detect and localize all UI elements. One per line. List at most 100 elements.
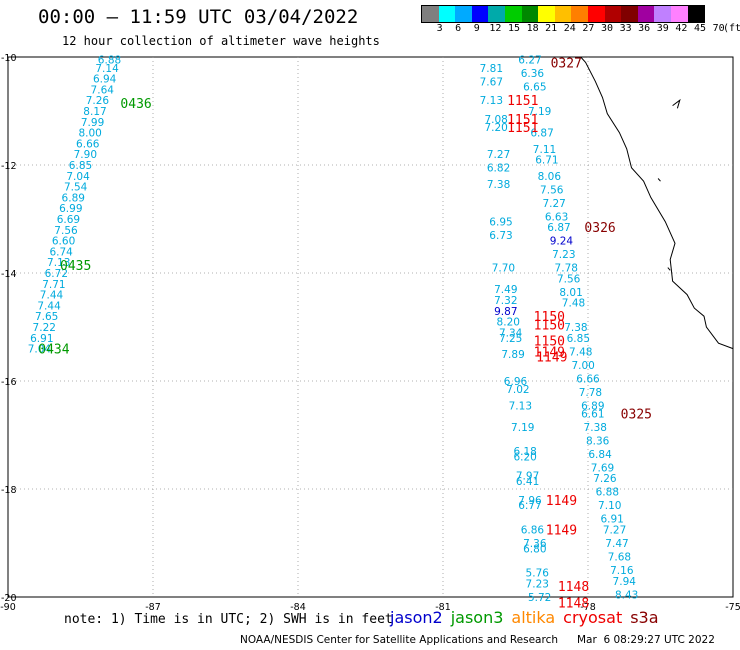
page-title: 00:00 – 11:59 UTC 03/04/2022 xyxy=(38,6,359,28)
wave-height-label: 6.94 xyxy=(93,74,117,86)
scale-tick-label: 42 xyxy=(675,23,688,34)
wave-height-label: 7.38 xyxy=(487,179,510,191)
x-tick-label: -90 xyxy=(0,602,16,613)
scale-tick-label: 30 xyxy=(600,23,614,34)
wave-height-label: 6.84 xyxy=(588,449,612,461)
wave-height-label: 7.34 xyxy=(499,327,523,339)
y-tick-label: -16 xyxy=(1,377,17,388)
scale-tick-label: 15 xyxy=(507,23,521,34)
wave-height-label: 6.27 xyxy=(518,55,541,67)
wave-height-label: 7.97 xyxy=(516,471,539,483)
scale-swatch xyxy=(504,6,522,22)
island xyxy=(667,267,671,271)
wave-height-label: 8.20 xyxy=(497,317,520,329)
wave-height-label: 6.86 xyxy=(521,525,545,537)
scale-swatch xyxy=(455,6,472,22)
scale-tick-label: 6 xyxy=(455,23,462,34)
wave-height-label: 6.96 xyxy=(504,376,528,388)
wave-height-label: 7.23 xyxy=(526,579,549,591)
wave-height-label: 7.71 xyxy=(42,279,65,291)
wave-height-label: 7.65 xyxy=(35,311,58,323)
wave-height-label: 6.20 xyxy=(513,452,536,464)
wave-height-label: 7.08 xyxy=(484,114,507,126)
wave-height-label: 6.74 xyxy=(49,246,73,258)
wave-height-label: 7.89 xyxy=(501,349,524,361)
wave-height-label: 7.56 xyxy=(540,184,564,196)
credit-line: NOAA/NESDIS Center for Satellite Applica… xyxy=(240,634,558,646)
scale-swatch xyxy=(438,6,456,22)
scale-swatch xyxy=(654,6,671,22)
scale-swatch xyxy=(554,6,572,22)
scale-swatch xyxy=(571,6,588,22)
wave-height-label: 7.00 xyxy=(571,360,594,372)
wave-height-label: 8.06 xyxy=(538,171,562,183)
wave-height-label: 6.82 xyxy=(487,163,510,175)
wave-height-label: 7.11 xyxy=(533,144,556,156)
y-tick-label: -14 xyxy=(1,269,17,280)
wave-height-label: 7.20 xyxy=(484,122,507,134)
wave-height-label: 7.47 xyxy=(605,538,628,550)
page-subtitle: 12 hour collection of altimeter wave hei… xyxy=(62,34,380,48)
wave-height-label: 6.89 xyxy=(62,192,85,204)
color-scale-unit: (ft) xyxy=(723,23,740,34)
wave-height-label: 7.10 xyxy=(598,500,621,512)
wave-height-label: 7.22 xyxy=(33,322,56,334)
wave-height-label: 8.00 xyxy=(78,128,101,140)
plot-frame xyxy=(7,56,734,598)
y-tick-label: -10 xyxy=(1,53,17,64)
scale-tick-label: 45 xyxy=(693,23,707,34)
pass-time-label: 1150 xyxy=(534,310,565,325)
wave-height-label: 7.36 xyxy=(523,538,547,550)
wave-height-label: 5.76 xyxy=(526,568,550,580)
pass-time-label: 0436 xyxy=(120,97,151,112)
wave-height-label: 7.64 xyxy=(91,84,115,96)
x-tick-label: -75 xyxy=(725,602,740,613)
wave-height-label: 6.66 xyxy=(76,138,100,150)
legend-entry-jason2: jason2 xyxy=(390,608,443,627)
wave-height-label: 7.81 xyxy=(480,63,503,75)
wave-height-label: 6.69 xyxy=(57,214,80,226)
scale-swatch xyxy=(471,6,489,22)
scale-swatch xyxy=(587,6,605,22)
pass-time-label: 1149 xyxy=(534,345,565,360)
island xyxy=(657,178,661,182)
scale-tick-label: 3 xyxy=(436,23,443,34)
wave-height-label: 7.32 xyxy=(494,295,517,307)
generated-timestamp: Mar 6 08:29:27 UTC 2022 xyxy=(577,634,715,646)
wave-height-label: 7.68 xyxy=(608,552,631,564)
wave-height-label: 7.90 xyxy=(74,149,97,161)
x-tick-label: -84 xyxy=(290,602,306,613)
scale-swatch xyxy=(670,6,688,22)
wave-height-label: 6.73 xyxy=(489,230,512,242)
wave-height-label: 8.01 xyxy=(559,287,582,299)
wave-height-label: 6.65 xyxy=(523,82,546,94)
footnote: note: 1) Time is in UTC; 2) SWH is in fe… xyxy=(64,612,393,627)
wave-height-label: 9.87 xyxy=(494,306,517,318)
scale-tick-label: 39 xyxy=(656,23,669,34)
wave-height-label: 7.16 xyxy=(610,565,634,577)
wave-height-label: 7.78 xyxy=(579,387,602,399)
wave-height-label: 7.25 xyxy=(499,333,522,345)
wave-height-label: 6.91 xyxy=(600,514,623,526)
scale-swatch xyxy=(604,6,622,22)
wave-height-label: 7.27 xyxy=(487,149,510,161)
wave-height-label: 6.85 xyxy=(69,160,92,172)
pass-time-label: 1149 xyxy=(546,494,577,509)
scale-tick-label: 21 xyxy=(545,23,558,34)
wave-height-label: 7.26 xyxy=(593,473,617,485)
pass-time-label: 1149 xyxy=(536,351,567,366)
satellite-legend: jason2 jason3 altika cryosat s3a xyxy=(390,608,667,627)
pass-time-label: 1149 xyxy=(546,524,577,539)
y-tick-label: -12 xyxy=(1,161,17,172)
wave-height-label: 6.18 xyxy=(513,446,536,458)
scale-swatch xyxy=(422,6,439,22)
wave-height-label: 7.54 xyxy=(64,182,88,194)
y-tick-label: -18 xyxy=(1,485,17,496)
scale-swatch xyxy=(488,6,505,22)
pass-time-label: 1150 xyxy=(534,335,565,350)
wave-height-label: 7.48 xyxy=(562,298,585,310)
color-scale-labels: 3 6 9 12 15 18 21 24 27 30 33 36 39 42 45 70 xyxy=(421,23,740,35)
wave-height-label: 7.27 xyxy=(542,198,565,210)
legend-entry-s3a: s3a xyxy=(630,608,659,627)
